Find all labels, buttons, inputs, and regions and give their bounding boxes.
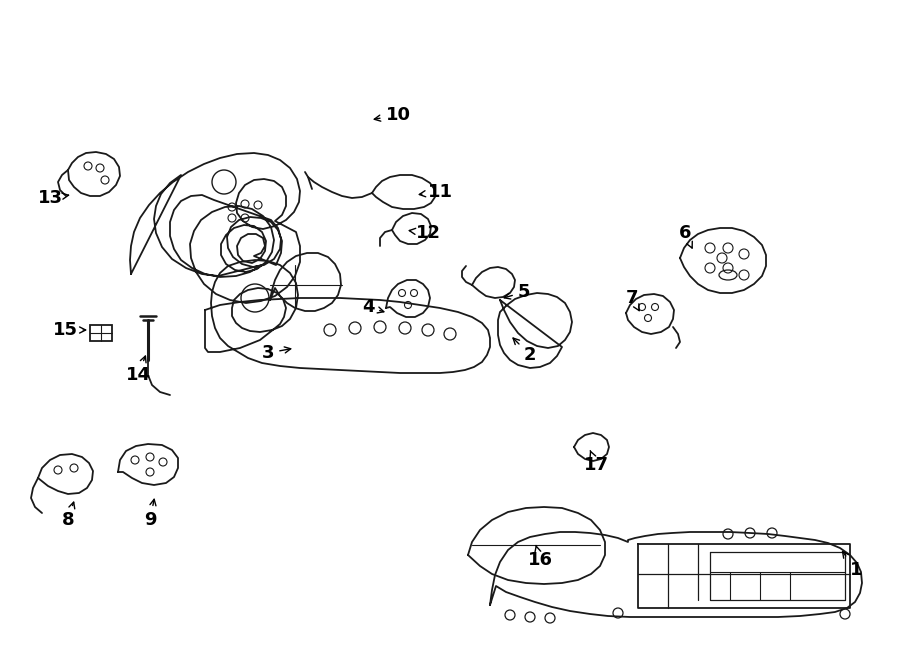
Text: 2: 2 <box>513 338 536 364</box>
Text: 14: 14 <box>125 356 150 384</box>
Text: 5: 5 <box>504 283 530 301</box>
Text: 15: 15 <box>52 321 86 339</box>
Text: 3: 3 <box>262 344 291 362</box>
Text: 7: 7 <box>626 289 639 310</box>
Text: 16: 16 <box>527 545 553 569</box>
Text: 4: 4 <box>362 298 384 316</box>
Text: 9: 9 <box>144 499 157 529</box>
Text: 17: 17 <box>583 451 608 474</box>
Text: 8: 8 <box>62 502 75 529</box>
Text: 12: 12 <box>410 224 440 242</box>
Bar <box>90 325 112 341</box>
Text: 10: 10 <box>374 106 410 124</box>
Text: 11: 11 <box>419 183 453 201</box>
Text: 6: 6 <box>679 224 692 248</box>
Text: 1: 1 <box>842 551 862 579</box>
Text: 13: 13 <box>38 189 68 207</box>
